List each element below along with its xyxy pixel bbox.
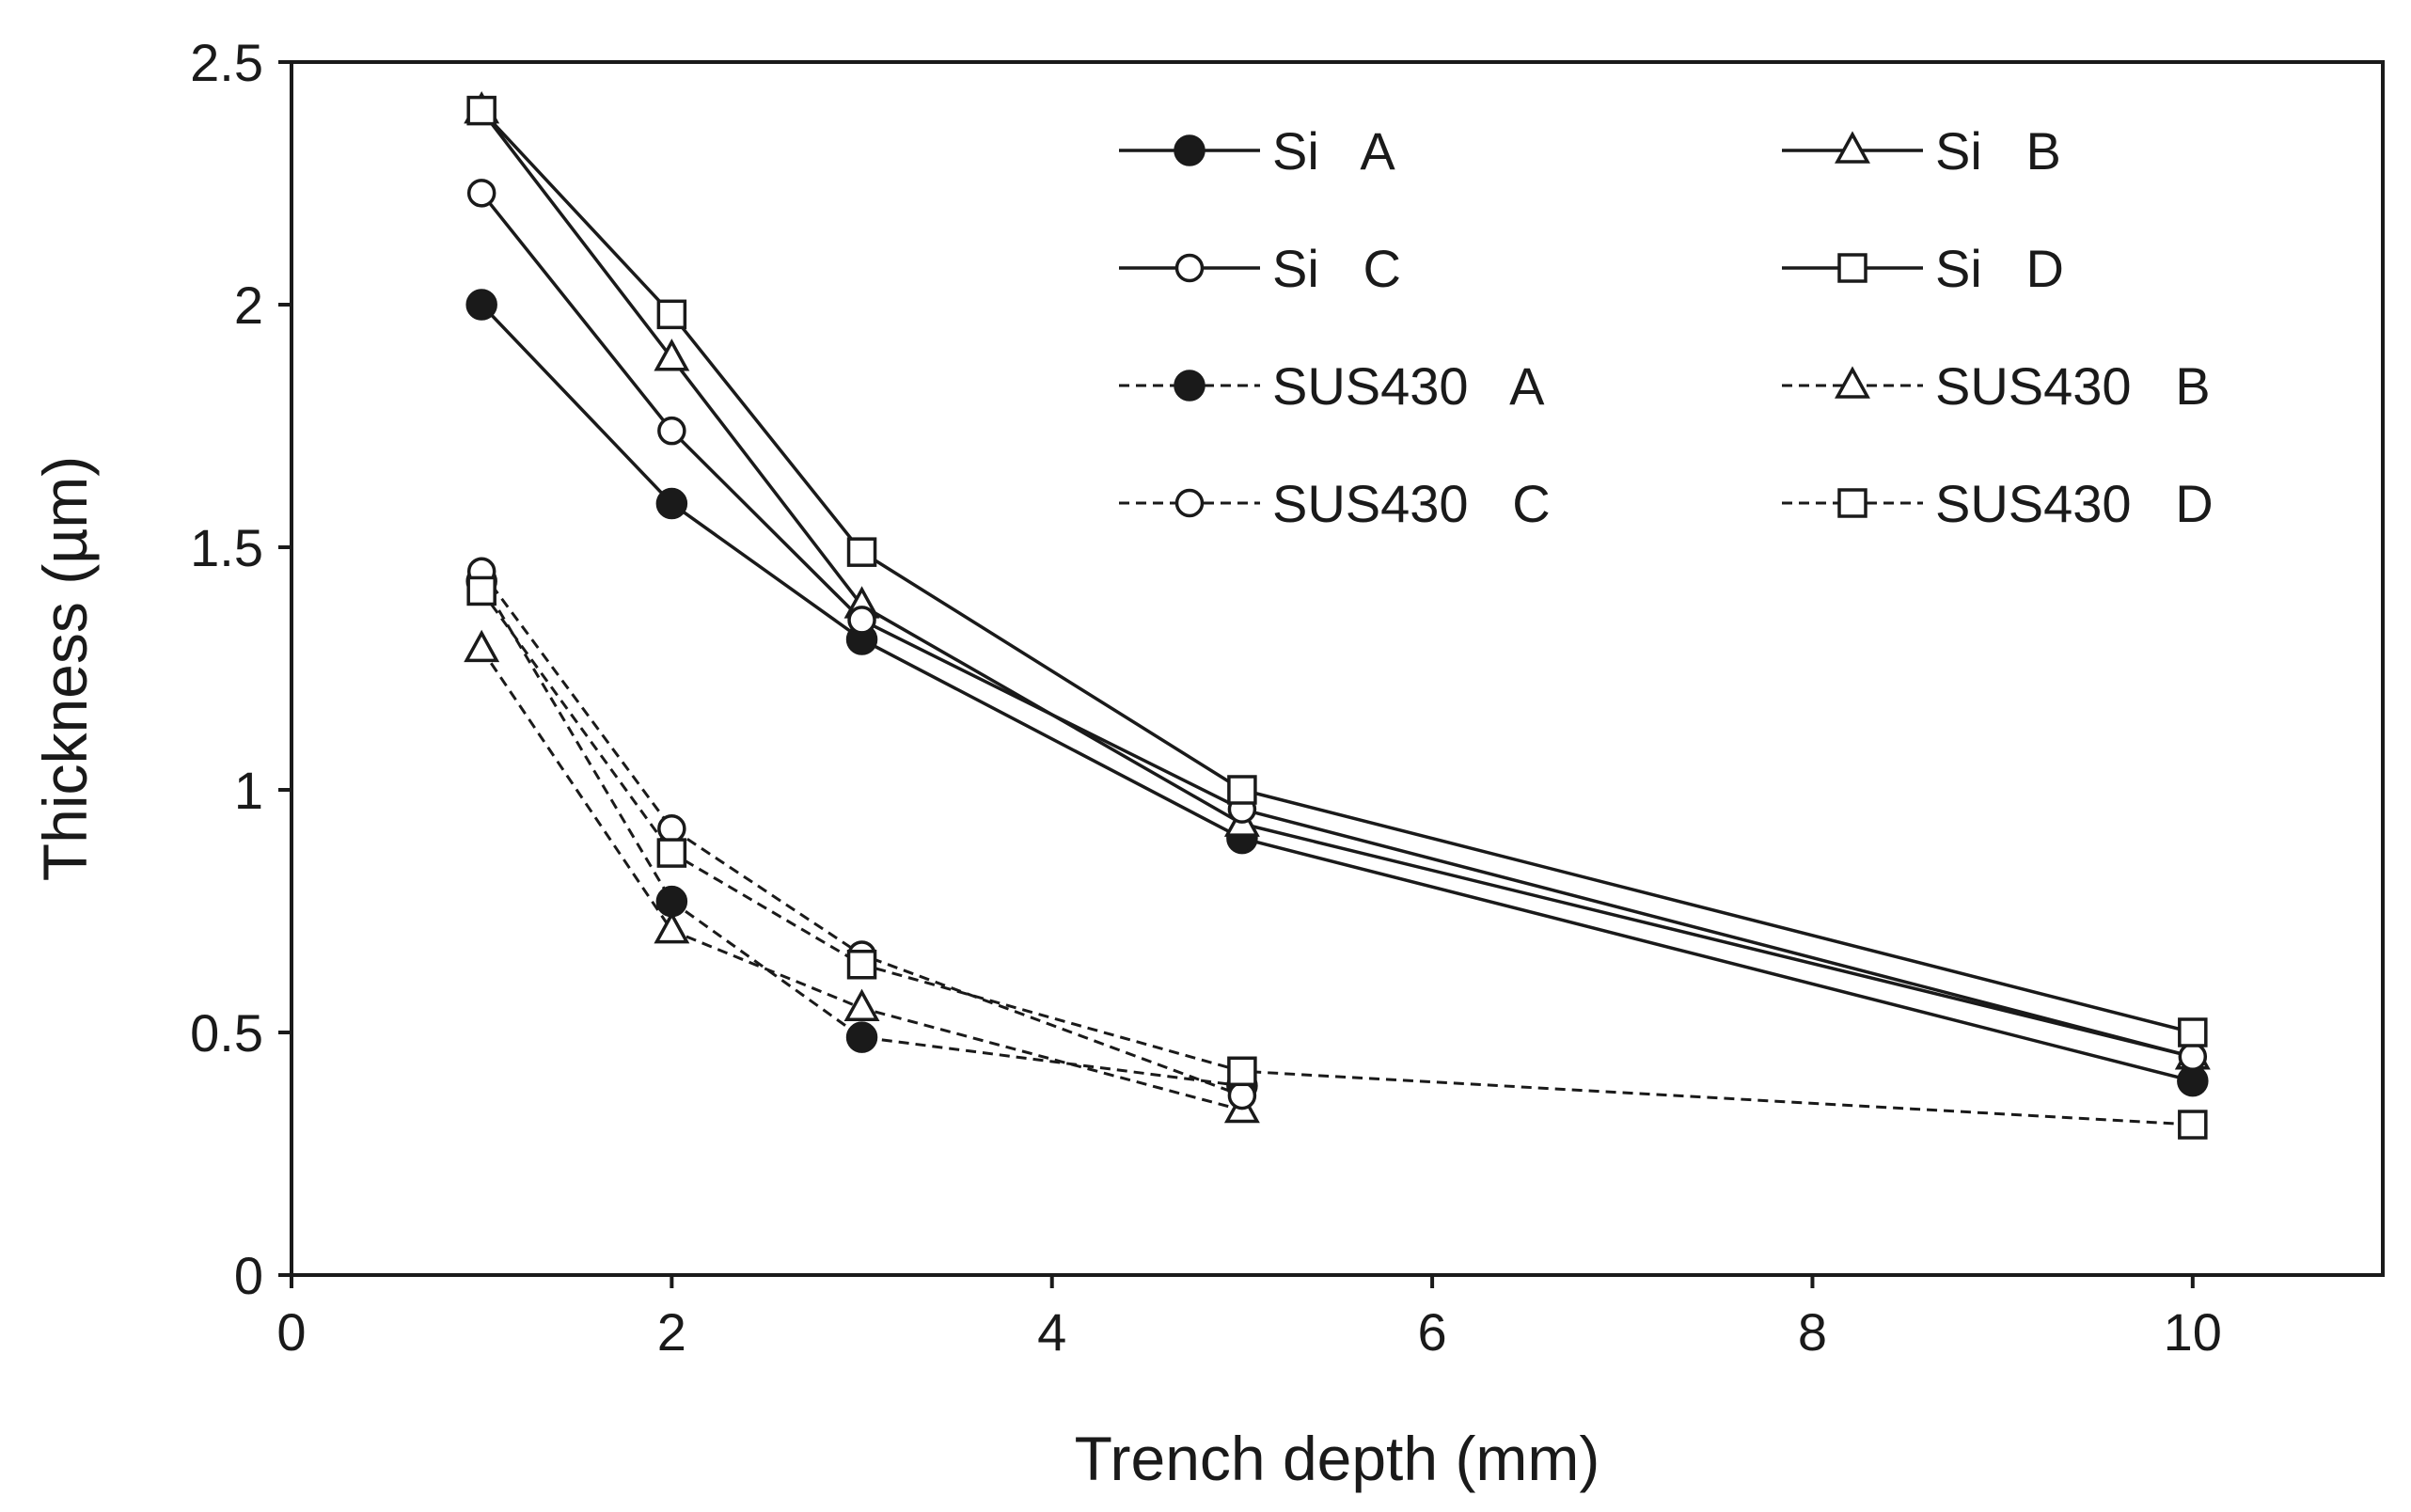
legend-label: Si C [1272,239,1401,298]
legend-item-sus430-b: SUS430 B [1782,356,2211,416]
plot-area [290,60,2385,1277]
legend-marker [1835,366,1870,399]
data-point-si-c [657,416,686,446]
data-point-si-a [2177,1064,2209,1097]
series-line-sus430-b [480,648,1243,1112]
x-tick-label: 6 [1418,1302,1447,1362]
y-tick-label: 0.5 [190,1003,263,1063]
series-line-sus430-c [480,570,1243,1097]
legend-label: Si A [1272,121,1395,181]
data-point-sus430-b [464,629,500,663]
data-point-si-d [846,537,877,567]
x-axis-title: Trench depth (mm) [1075,1424,1600,1493]
data-point-si-d [2178,1017,2208,1047]
x-axis-ticks: 0 2 4 6 8 10 [276,1275,2222,1362]
x-tick-label: 8 [1798,1302,1827,1362]
x-tick-label: 10 [2164,1302,2222,1362]
y-tick-label: 2 [234,276,263,335]
legend-label: SUS430 A [1272,356,1545,416]
legend-marker [1835,131,1870,164]
data-point-sus430-d [1227,1056,1257,1087]
y-axis-title: Thickness (µm) [30,456,100,881]
legend-marker [1837,253,1867,283]
data-point-si-a [655,487,688,520]
x-tick-label: 4 [1037,1302,1066,1362]
legend-item-sus430-c: SUS430 C [1119,474,1551,533]
data-point-sus430-d [656,838,687,868]
data-point-si-a [465,289,497,321]
data-point-si-d [466,95,496,126]
data-point-sus430-c [1227,1080,1257,1110]
data-point-sus430-a [845,1021,878,1053]
data-point-sus430-d [846,950,877,980]
series-line-sus430-a [480,580,1243,1088]
legend-label: Si D [1935,239,2064,298]
data-point-si-c [2178,1042,2208,1072]
legend-item-si-d: Si D [1782,239,2064,298]
data-point-sus430-b [843,988,880,1021]
series-points-si-d [466,95,2208,1047]
data-point-sus430-b [654,911,690,944]
legend-label: SUS430 D [1935,474,2214,533]
data-point-si-c [466,179,496,208]
series-layer [464,90,2211,1140]
y-tick-label: 1.5 [190,518,263,577]
y-tick-label: 0 [234,1246,263,1305]
legend-marker [1174,370,1206,402]
legend-item-si-c: Si C [1119,239,1401,298]
series-markers [464,90,2211,1140]
legend-marker [1174,488,1205,518]
legend-marker [1174,134,1206,166]
y-tick-label: 2.5 [190,33,263,92]
x-tick-label: 0 [276,1302,306,1362]
y-axis-ticks: 0 0.5 1 1.5 2 2.5 [190,33,292,1305]
data-point-sus430-c [657,814,686,843]
legend-label: Si B [1935,121,2061,181]
legend-marker [1837,488,1867,518]
legend-item-si-a: Si A [1119,121,1395,181]
legend-marker [1174,253,1205,283]
data-point-si-d [1227,775,1257,805]
data-point-sus430-d [466,575,496,606]
legend: Si A Si B Si C Si D SUS430 A SUS430 B SUS430 C… [1119,121,2214,533]
y-tick-label: 1 [234,761,263,820]
series-points-sus430-d [466,575,2208,1140]
data-point-si-c [847,606,876,635]
legend-item-sus430-a: SUS430 A [1119,356,1545,416]
data-point-sus430-d [2178,1110,2208,1140]
data-point-si-d [656,299,687,330]
legend-item-si-b: Si B [1782,121,2061,181]
data-point-si-b [654,339,690,371]
legend-label: SUS430 C [1272,474,1551,533]
legend-item-sus430-d: SUS430 D [1782,474,2214,533]
x-tick-label: 2 [657,1302,686,1362]
legend-label: SUS430 B [1935,356,2211,416]
